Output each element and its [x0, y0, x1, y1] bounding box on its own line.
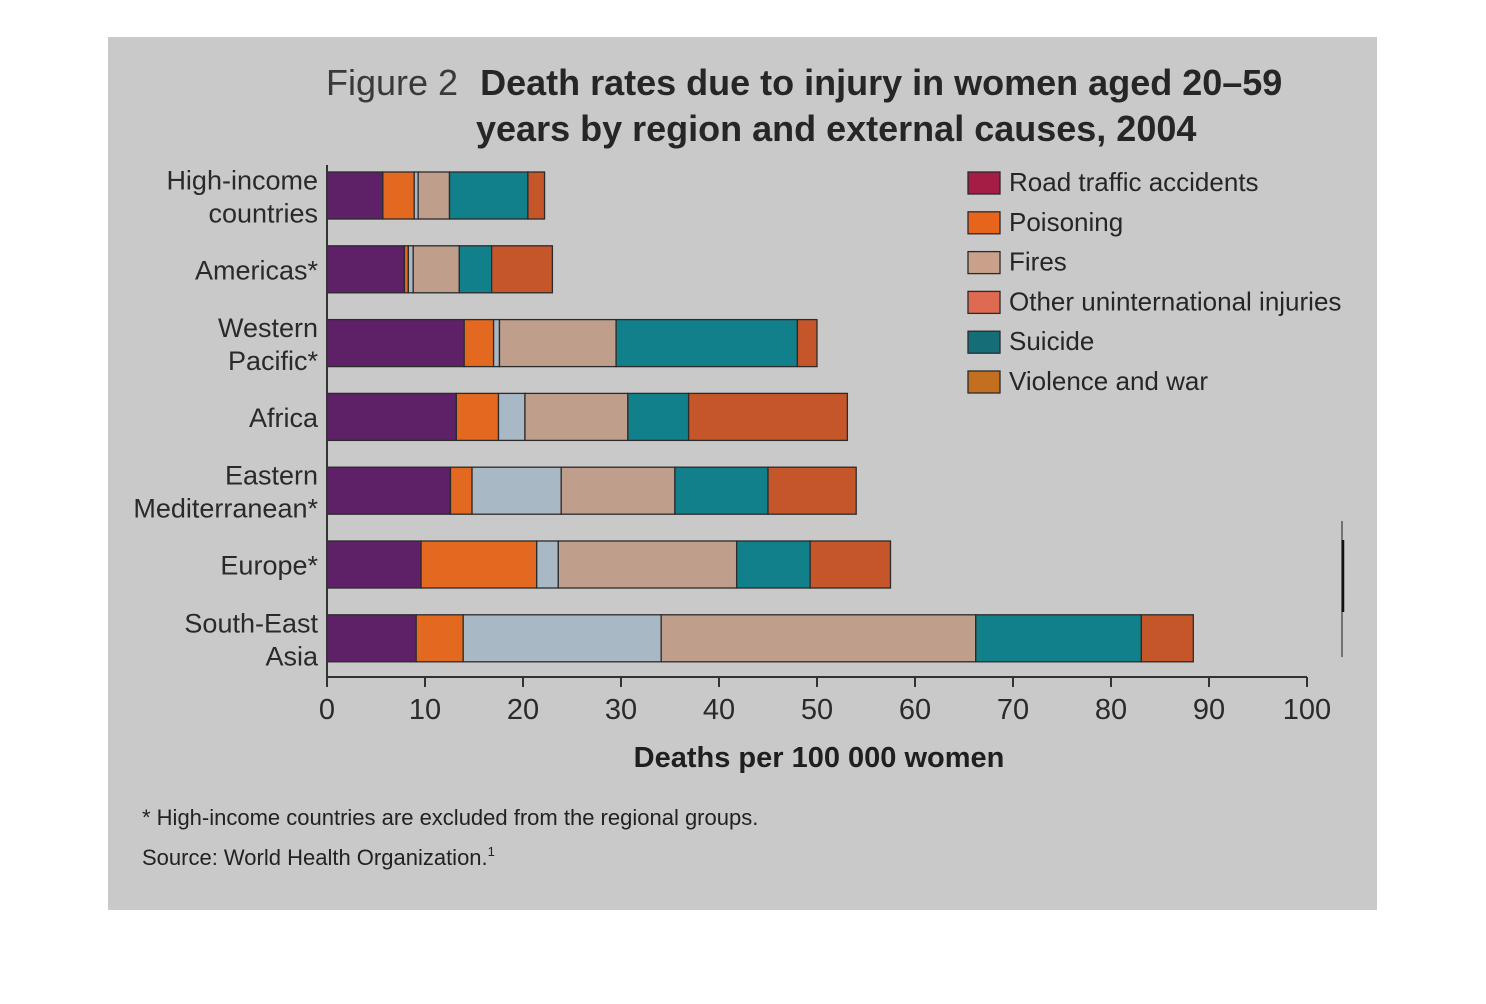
- footnote: * High-income countries are excluded fro…: [142, 805, 758, 830]
- bars-group: [326, 171, 1194, 663]
- legend-label-0: Road traffic accidents: [1009, 167, 1259, 197]
- bar-segment-5-0: [326, 540, 422, 589]
- bar-segment-2-0: [326, 318, 465, 368]
- bar-segment-5-1: [420, 540, 538, 589]
- source-note: Source: World Health Organization.1: [142, 844, 495, 870]
- bar-segment-3-4: [627, 392, 690, 442]
- legend-label-3: Other uninternational injuries: [1009, 286, 1341, 316]
- legend-label-5: Violence and war: [1009, 366, 1208, 396]
- x-tick-label-3: 30: [605, 694, 637, 726]
- category-label-6-line1: South-East: [184, 608, 318, 638]
- category-label-0-line2: countries: [208, 199, 318, 229]
- x-tick-label-5: 50: [801, 694, 833, 726]
- legend: Road traffic accidents Poisoning Fires Othe…: [967, 167, 1341, 396]
- figure-number: Figure 2: [326, 62, 458, 103]
- legend-swatch-1: [967, 211, 1001, 235]
- bar-segment-1-2: [407, 245, 414, 294]
- x-axis-label: Deaths per 100 000 women: [634, 742, 1005, 774]
- bar-segment-4-1: [449, 466, 473, 515]
- x-tick-label-7: 70: [997, 694, 1029, 726]
- bar-segment-2-1: [463, 318, 495, 368]
- bar-segment-5-3: [557, 540, 738, 589]
- bar-segment-1-4: [458, 245, 493, 294]
- bar-segment-6-5: [1140, 614, 1194, 663]
- legend-label-4: Suicide: [1009, 326, 1094, 356]
- bar-segment-6-2: [462, 614, 662, 663]
- bar-segment-3-0: [326, 392, 458, 442]
- category-label-6-line2: Asia: [265, 641, 319, 671]
- bar-segment-3-1: [455, 392, 500, 442]
- x-tick-label-0: 0: [319, 694, 335, 726]
- x-tick-label-6: 60: [899, 694, 931, 726]
- bar-segment-0-4: [448, 171, 529, 220]
- bar-segment-1-5: [490, 245, 554, 294]
- bar-segment-1-3: [412, 245, 460, 294]
- bar-segment-2-3: [498, 318, 617, 368]
- chart-title-line1: Figure 2 Death rates due to injury in wom…: [326, 62, 1282, 103]
- chart-title-line2: years by region and external causes, 200…: [476, 108, 1196, 149]
- legend-swatch-4: [967, 330, 1001, 354]
- category-label-0-line1: High-income: [166, 166, 318, 196]
- bar-segment-0-5: [527, 171, 546, 220]
- bar-segment-4-5: [767, 466, 857, 515]
- legend-swatch-5: [967, 370, 1001, 394]
- bar-segment-4-3: [560, 466, 676, 515]
- bar-segment-2-2: [492, 318, 501, 368]
- chart-svg: Figure 2 Death rates due to injury in wom…: [133, 62, 1345, 870]
- legend-swatch-3: [967, 290, 1001, 315]
- bar-segment-4-2: [471, 466, 562, 515]
- bar-segment-4-4: [674, 466, 769, 515]
- bar-segment-0-1: [382, 171, 415, 220]
- x-tick-label-4: 40: [703, 694, 735, 726]
- x-tick-label-8: 80: [1095, 694, 1127, 726]
- legend-swatch-0: [967, 171, 1001, 195]
- chart-title-text: Death rates due to injury in women aged …: [480, 62, 1282, 103]
- bar-segment-6-3: [660, 614, 977, 663]
- bar-segment-4-0: [326, 466, 452, 515]
- category-label-2-line2: Pacific*: [228, 346, 319, 376]
- bar-segment-6-1: [415, 614, 464, 663]
- source-superscript: 1: [488, 844, 495, 859]
- legend-label-2: Fires: [1009, 247, 1067, 277]
- bar-segment-3-3: [524, 392, 629, 442]
- bar-segment-5-2: [536, 540, 559, 589]
- source-text: Source: World Health Organization.: [142, 845, 488, 870]
- bar-segment-3-2: [497, 392, 526, 442]
- category-label-5: Europe*: [220, 551, 318, 581]
- bar-segment-5-5: [809, 540, 892, 589]
- legend-swatch-2: [967, 250, 1001, 275]
- chart-panel: Figure 2 Death rates due to injury in wom…: [108, 37, 1377, 910]
- bar-segment-2-4: [615, 318, 799, 368]
- x-tick-label-10: 100: [1283, 694, 1331, 726]
- bar-segment-6-4: [975, 614, 1143, 663]
- bar-segment-1-0: [326, 245, 406, 294]
- bar-segment-6-0: [326, 614, 417, 663]
- category-label-2-line1: Western: [218, 313, 318, 343]
- bar-segment-0-3: [417, 171, 451, 220]
- category-label-3: Africa: [249, 403, 319, 433]
- bar-segment-2-5: [796, 318, 818, 368]
- bar-segment-3-5: [687, 392, 849, 442]
- x-tick-label-1: 10: [409, 694, 441, 726]
- bar-segment-0-0: [326, 171, 384, 220]
- bar-segment-5-4: [735, 540, 811, 589]
- legend-label-1: Poisoning: [1009, 207, 1123, 237]
- x-tick-label-9: 90: [1193, 694, 1225, 726]
- category-label-4-line2: Mediterranean*: [133, 494, 318, 524]
- x-tick-label-2: 20: [507, 694, 539, 726]
- category-label-4-line1: Eastern: [225, 461, 318, 491]
- x-axis: 0 10 20 30 40 50 60 70 80 90 100: [319, 165, 1331, 726]
- category-label-1: Americas*: [195, 255, 319, 285]
